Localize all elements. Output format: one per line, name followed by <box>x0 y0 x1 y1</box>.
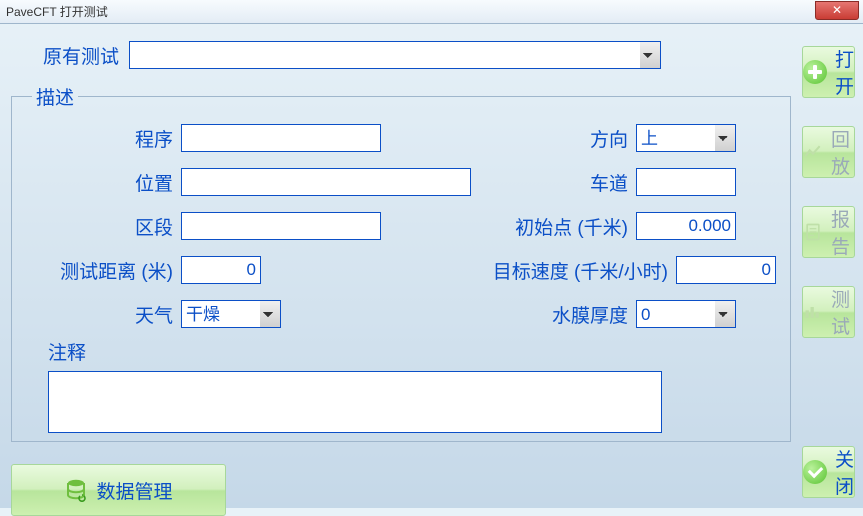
left-panel: 原有测试 描述 程序 方向 上 位置 <box>10 32 792 498</box>
target-speed-input[interactable] <box>676 256 776 284</box>
direction-field: 方向 上 <box>481 124 776 152</box>
weather-field: 天气 干燥 <box>26 300 471 328</box>
film-thickness-field: 水膜厚度 0 <box>481 300 776 328</box>
start-km-label: 初始点 (千米) <box>481 213 636 240</box>
check-icon <box>803 460 827 484</box>
test-distance-input[interactable] <box>181 256 261 284</box>
notes-textarea[interactable] <box>48 371 662 433</box>
report-icon <box>803 220 823 244</box>
test-distance-field: 测试距离 (米) <box>26 256 471 284</box>
database-icon <box>64 478 88 502</box>
close-label: 关闭 <box>835 445 854 499</box>
position-input[interactable] <box>181 168 471 196</box>
test-distance-label: 测试距离 (米) <box>26 257 181 284</box>
description-legend: 描述 <box>32 83 78 110</box>
start-km-field: 初始点 (千米) <box>481 212 776 240</box>
close-button[interactable]: 关闭 <box>802 446 855 498</box>
existing-test-select[interactable] <box>129 41 661 69</box>
test-button[interactable]: 测试 <box>802 286 855 338</box>
existing-test-row: 原有测试 <box>11 41 791 69</box>
program-field: 程序 <box>26 124 471 152</box>
main-content: 原有测试 描述 程序 方向 上 位置 <box>0 24 863 508</box>
direction-select[interactable]: 上 <box>636 124 736 152</box>
lane-label: 车道 <box>481 169 636 196</box>
window-close-button[interactable]: ✕ <box>815 1 859 20</box>
film-thickness-label: 水膜厚度 <box>481 301 636 328</box>
plus-icon <box>803 60 827 84</box>
playback-icon <box>803 140 823 164</box>
lane-input[interactable] <box>636 168 736 196</box>
right-panel: 打开 回放 报告 测试 关闭 <box>802 32 855 498</box>
section-field: 区段 <box>26 212 471 240</box>
report-button[interactable]: 报告 <box>802 206 855 258</box>
weather-select[interactable]: 干燥 <box>181 300 281 328</box>
window-title: PaveCFT 打开测试 <box>6 3 857 20</box>
form-grid: 程序 方向 上 位置 车道 区段 <box>26 124 776 328</box>
program-input[interactable] <box>181 124 381 152</box>
position-label: 位置 <box>26 169 181 196</box>
description-fieldset: 描述 程序 方向 上 位置 车道 <box>11 83 791 442</box>
playback-button[interactable]: 回放 <box>802 126 855 178</box>
film-thickness-select[interactable]: 0 <box>636 300 736 328</box>
lane-field: 车道 <box>481 168 776 196</box>
data-manage-button[interactable]: 数据管理 <box>11 464 226 516</box>
section-label: 区段 <box>26 213 181 240</box>
test-icon <box>803 300 823 324</box>
existing-test-label: 原有测试 <box>11 42 129 69</box>
test-label: 测试 <box>831 285 854 339</box>
open-label: 打开 <box>835 45 854 99</box>
data-manage-label: 数据管理 <box>96 477 172 504</box>
section-input[interactable] <box>181 212 381 240</box>
target-speed-label: 目标速度 (千米/小时) <box>481 257 676 284</box>
position-field: 位置 <box>26 168 471 196</box>
notes-label: 注释 <box>48 338 776 365</box>
program-label: 程序 <box>26 125 181 152</box>
start-km-input[interactable] <box>636 212 736 240</box>
title-bar: PaveCFT 打开测试 ✕ <box>0 0 863 24</box>
report-label: 报告 <box>831 205 854 259</box>
playback-label: 回放 <box>831 125 854 179</box>
weather-label: 天气 <box>26 301 181 328</box>
direction-label: 方向 <box>481 125 636 152</box>
target-speed-field: 目标速度 (千米/小时) <box>481 256 776 284</box>
open-button[interactable]: 打开 <box>802 46 855 98</box>
